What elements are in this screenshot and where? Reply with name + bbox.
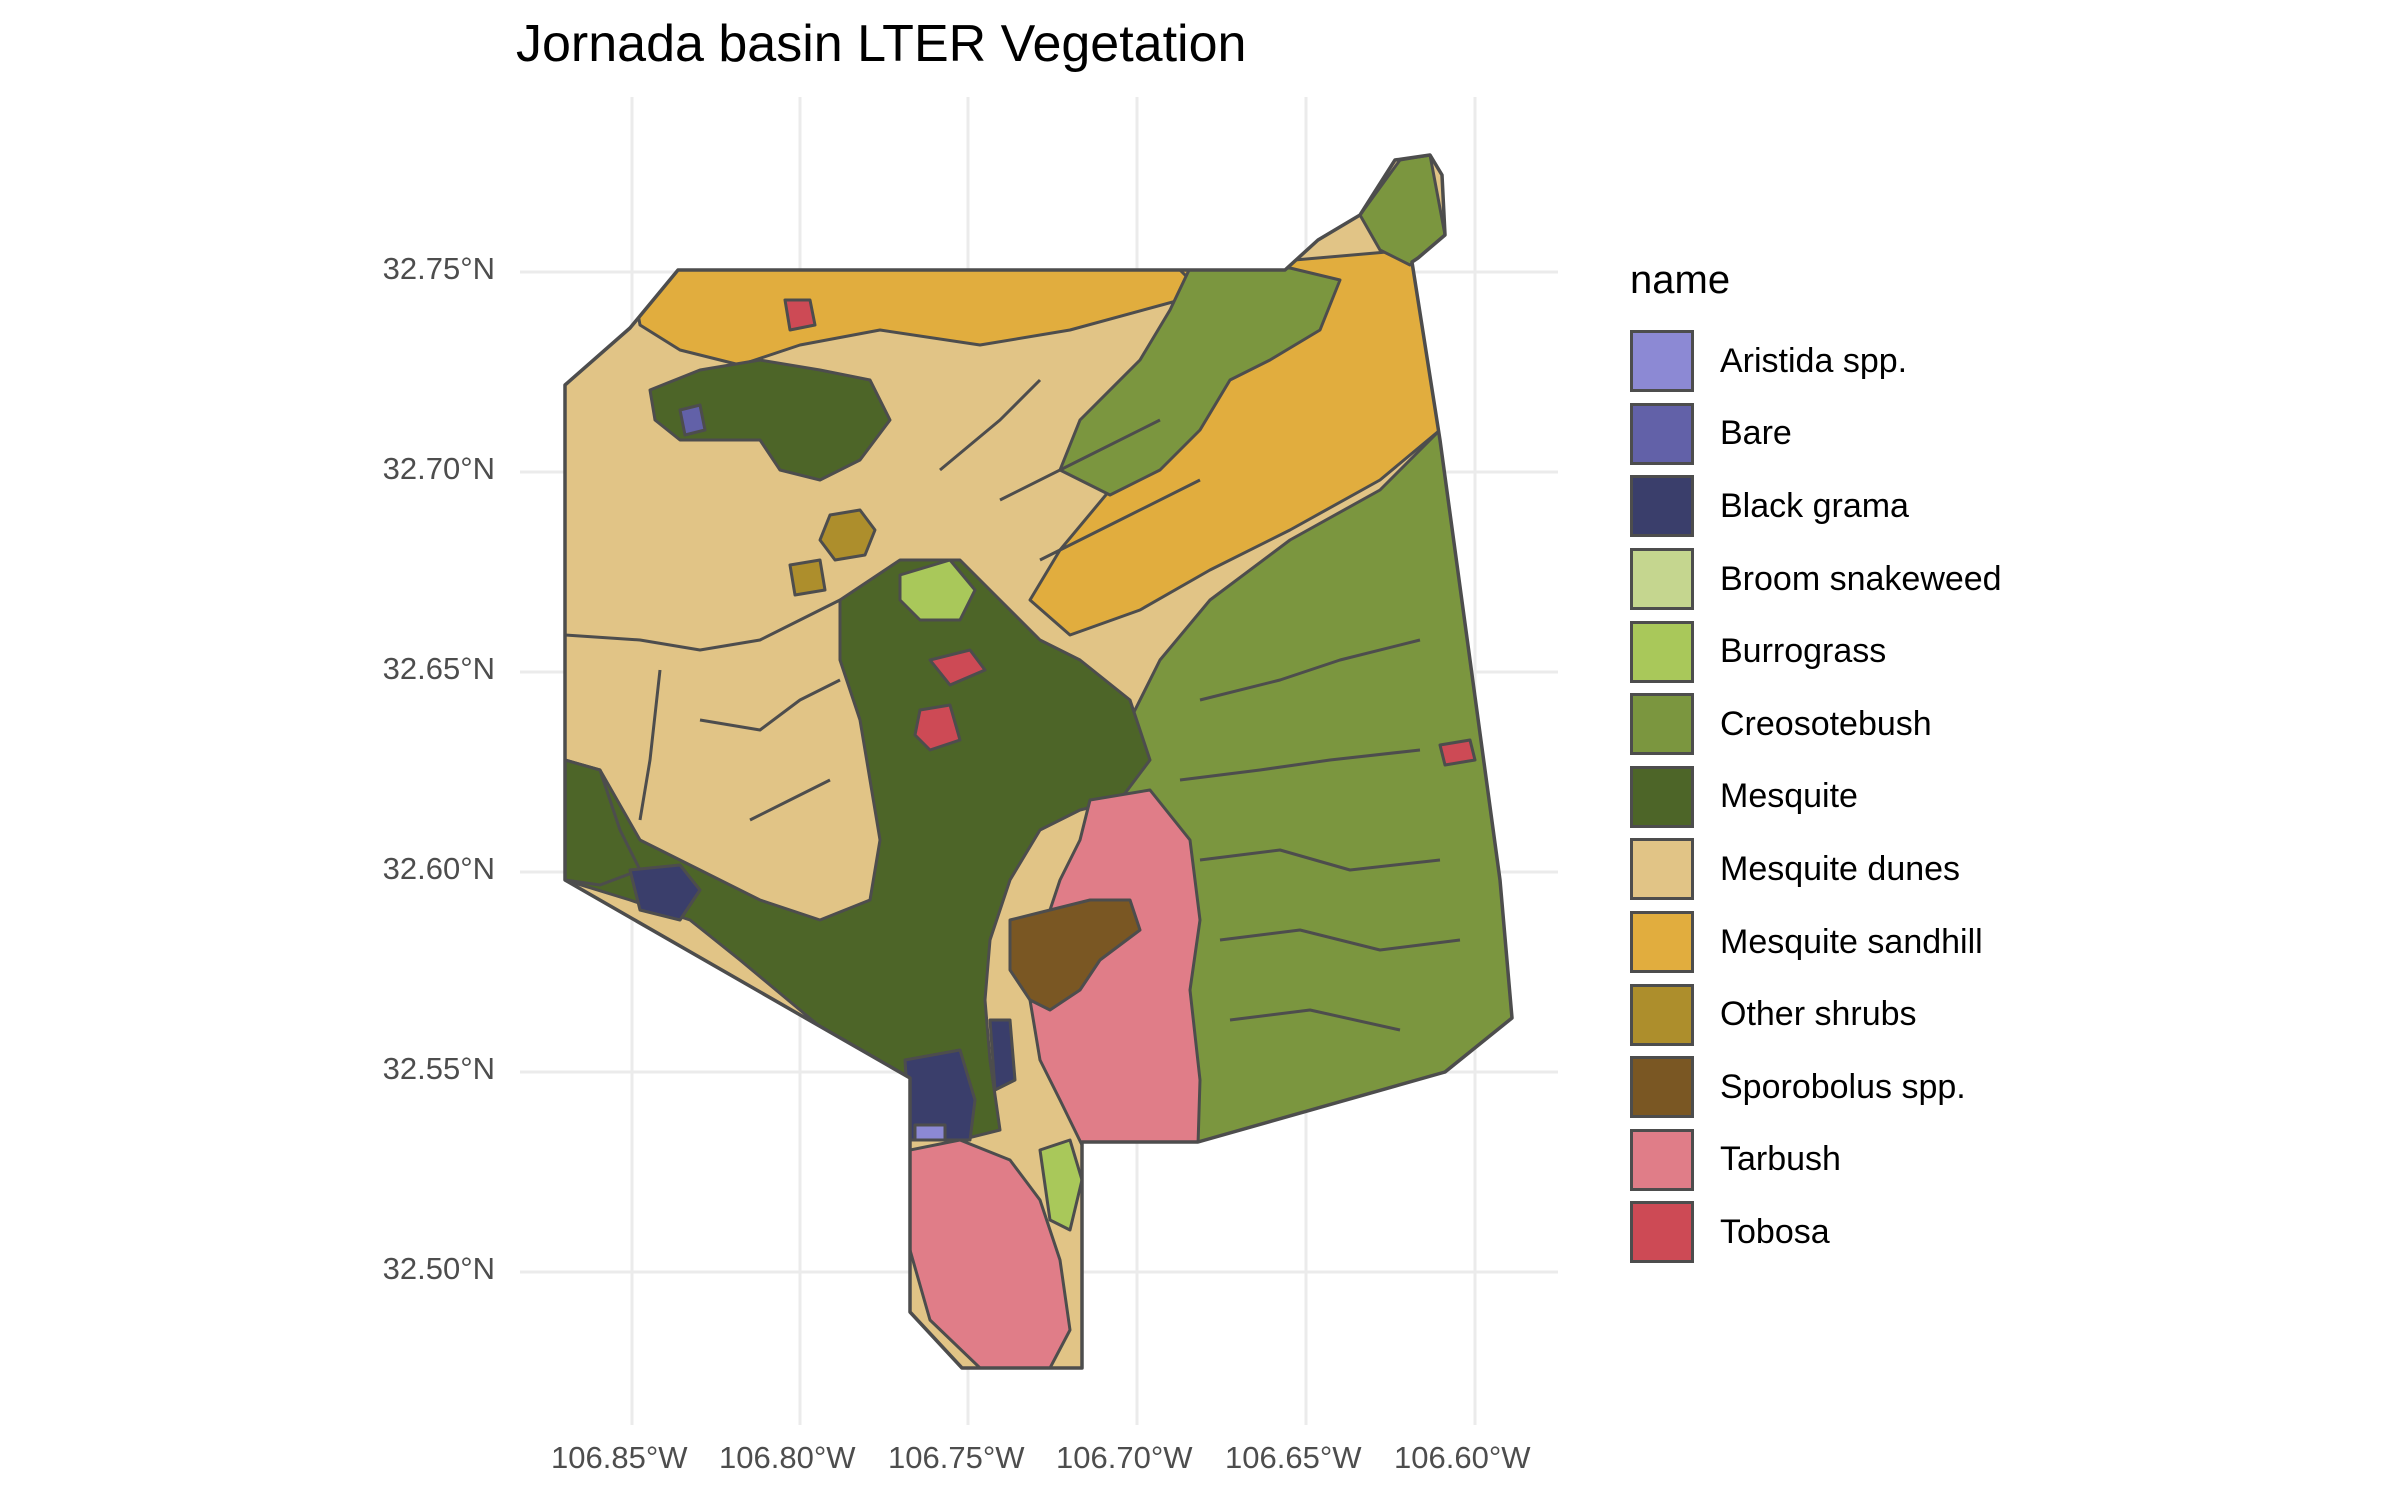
legend-swatch xyxy=(1630,1128,1694,1191)
basin-outline xyxy=(563,153,1514,1370)
legend-swatch xyxy=(1630,838,1694,901)
legend-swatch xyxy=(1630,1201,1694,1264)
region-other-shrubs-2 xyxy=(788,558,827,597)
lat-tick-label: 32.70°N xyxy=(382,451,495,486)
region-burrograss xyxy=(898,558,977,622)
legend-swatch xyxy=(1630,548,1694,611)
lat-tick-label: 32.75°N xyxy=(382,251,495,286)
legend-swatch xyxy=(1630,693,1694,756)
legend-item: Broom snakeweed xyxy=(1630,543,2002,616)
legend-label: Black grama xyxy=(1720,486,1909,525)
legend-item: Sporobolus spp. xyxy=(1630,1051,2002,1124)
legend-item: Aristida spp. xyxy=(1630,325,2002,398)
region-mesquite-nw xyxy=(648,358,892,482)
legend-label: Mesquite sandhill xyxy=(1720,922,1983,961)
legend-item: Mesquite dunes xyxy=(1630,833,2002,906)
legend-swatch xyxy=(1630,1056,1694,1119)
legend-label: Tarbush xyxy=(1720,1140,1841,1179)
legend: name Aristida spp. Bare Black grama Broom s… xyxy=(1630,258,2002,1269)
legend-swatch xyxy=(1630,330,1694,393)
legend-item: Tobosa xyxy=(1630,1196,2002,1269)
region-other-shrubs xyxy=(818,508,877,562)
legend-item: Burrograss xyxy=(1630,615,2002,688)
lon-tick-label: 106.65°W xyxy=(1225,1440,1362,1475)
region-black-grama-west xyxy=(628,863,702,922)
legend-item: Mesquite xyxy=(1630,761,2002,834)
legend-item: Black grama xyxy=(1630,470,2002,543)
region-tobosa-2 xyxy=(928,648,987,687)
legend-label: Creosotebush xyxy=(1720,704,1932,743)
lat-tick-label: 32.60°N xyxy=(382,851,495,886)
legend-swatch xyxy=(1630,475,1694,538)
region-tobosa-4 xyxy=(1438,738,1477,767)
legend-label: Bare xyxy=(1720,414,1792,453)
region-sporobolus xyxy=(1008,898,1142,1012)
legend-title: name xyxy=(1630,258,1731,302)
region-tobosa xyxy=(913,703,962,752)
legend-label: Other shrubs xyxy=(1720,995,1917,1034)
legend-items: Aristida spp. Bare Black grama Broom snakew… xyxy=(1630,325,2002,1269)
legend-label: Burrograss xyxy=(1720,632,1887,671)
legend-swatch xyxy=(1630,983,1694,1046)
legend-label: Aristida spp. xyxy=(1720,341,1908,380)
lat-tick-label: 32.50°N xyxy=(382,1251,495,1286)
region-bare xyxy=(678,403,707,437)
region-boundaries xyxy=(565,378,1461,1032)
region-burrograss-south xyxy=(1038,1138,1084,1232)
lon-tick-label: 106.75°W xyxy=(888,1440,1025,1475)
legend-swatch xyxy=(1630,765,1694,828)
legend-item: Tarbush xyxy=(1630,1124,2002,1197)
legend-label: Mesquite dunes xyxy=(1720,849,1961,888)
lon-tick-label: 106.70°W xyxy=(1056,1440,1193,1475)
legend-item: Creosotebush xyxy=(1630,688,2002,761)
legend-label: Sporobolus spp. xyxy=(1720,1067,1966,1106)
lon-tick-label: 106.85°W xyxy=(551,1440,688,1475)
region-black-grama-2 xyxy=(988,1018,1017,1092)
legend-label: Tobosa xyxy=(1720,1212,1830,1251)
legend-label: Mesquite xyxy=(1720,777,1858,816)
legend-swatch xyxy=(1630,911,1694,974)
region-creosotebush-north xyxy=(1058,266,1342,497)
lon-tick-label: 106.60°W xyxy=(1394,1440,1531,1475)
lat-tick-label: 32.55°N xyxy=(382,1051,495,1086)
legend-label: Broom snakeweed xyxy=(1720,559,2002,598)
lat-tick-label: 32.65°N xyxy=(382,651,495,686)
lon-tick-label: 106.80°W xyxy=(719,1440,856,1475)
map-title: Jornada basin LTER Vegetation xyxy=(516,15,1247,73)
legend-item: Bare xyxy=(1630,398,2002,471)
legend-item: Mesquite sandhill xyxy=(1630,906,2002,979)
region-aristida xyxy=(913,1123,947,1142)
legend-item: Other shrubs xyxy=(1630,978,2002,1051)
legend-swatch xyxy=(1630,402,1694,465)
region-tobosa-3 xyxy=(783,298,817,332)
legend-swatch xyxy=(1630,620,1694,683)
region-tarbush-south xyxy=(908,1138,1072,1368)
